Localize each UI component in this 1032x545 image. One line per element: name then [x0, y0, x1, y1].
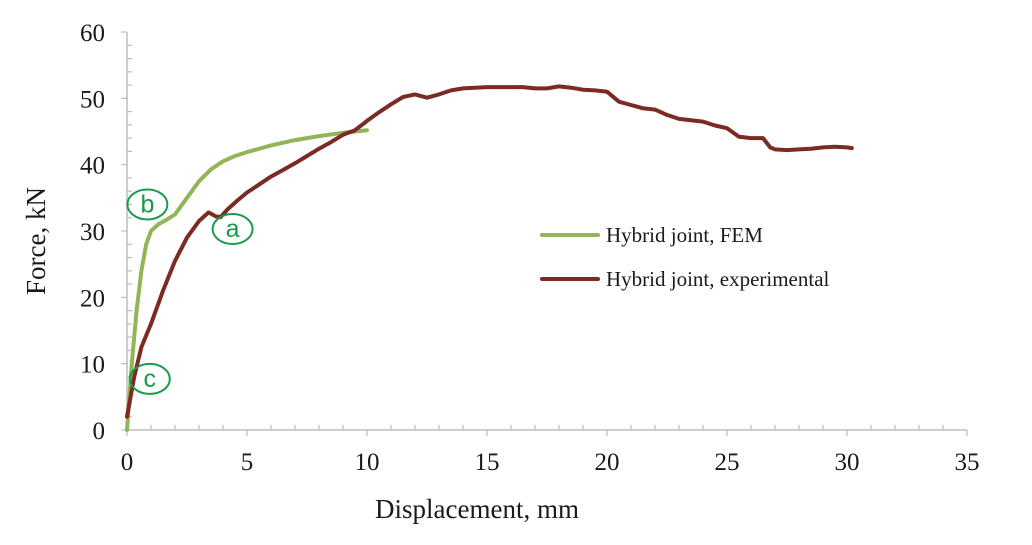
x-tick-label: 30: [835, 449, 860, 476]
series-line-0: [125, 128, 369, 432]
annotation-circle: [128, 362, 171, 395]
x-tick-label: 35: [955, 449, 980, 476]
annotation-circle: [126, 188, 169, 221]
annotation-circle: [211, 213, 254, 246]
x-tick-label: 20: [595, 449, 620, 476]
annotation-label-a: a: [226, 215, 240, 243]
legend: Hybrid joint, FEM Hybrid joint, experimen…: [540, 223, 830, 291]
y-tick-label: 10: [80, 352, 105, 379]
x-tick-label: 10: [355, 449, 380, 476]
legend-label: Hybrid joint, FEM: [606, 223, 763, 247]
annotation-label-c: c: [144, 365, 157, 393]
annotation-label-b: b: [140, 190, 154, 218]
x-axis-title: Displacement, mm: [375, 494, 579, 524]
x-tick-label: 5: [241, 449, 254, 476]
x-tick-label: 0: [121, 449, 134, 476]
series-line-1: [125, 84, 854, 419]
y-tick-label: 60: [80, 20, 105, 47]
y-axis-title: Force, kN: [21, 187, 51, 295]
legend-label: Hybrid joint, experimental: [606, 267, 830, 291]
y-tick-label: 0: [93, 418, 106, 445]
y-tick-label: 20: [80, 285, 105, 312]
series: [125, 84, 854, 432]
y-tick-label: 30: [80, 219, 105, 246]
ticks: 0 10 20 30 40 50 60 0 5 10 15 20 25 30 35: [80, 20, 980, 476]
x-tick-label: 15: [475, 449, 500, 476]
y-tick-label: 50: [80, 86, 105, 113]
y-tick-label: 40: [80, 153, 105, 180]
x-tick-label: 25: [715, 449, 740, 476]
annotations: a b c: [126, 188, 254, 395]
